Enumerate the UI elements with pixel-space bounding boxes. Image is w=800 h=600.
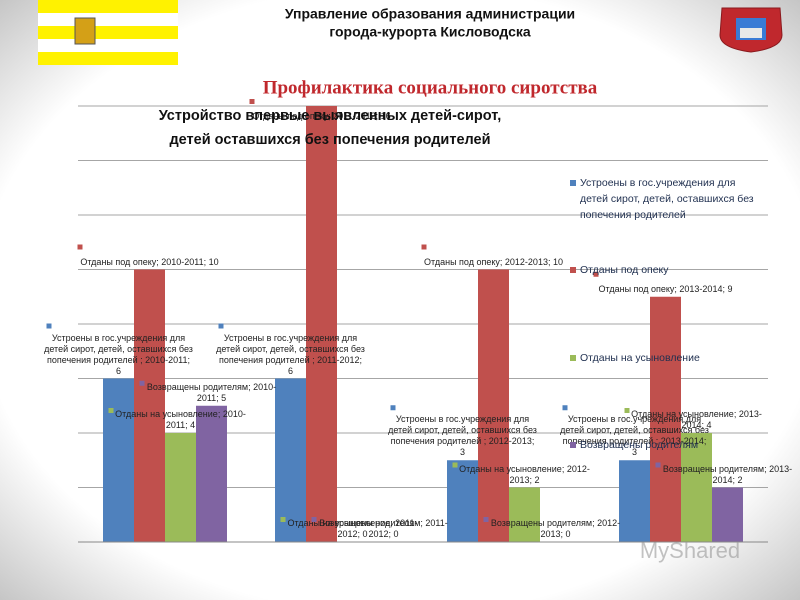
- legend-entry: Отданы на усыновление: [580, 352, 700, 364]
- data-label: Устроены в гос.учреждения для детей сиро…: [388, 414, 537, 458]
- data-label-box: Устроены в гос.учреждения для детей сиро…: [560, 414, 709, 458]
- data-label: Возвращены родителям; 2012-2013; 0: [490, 518, 621, 539]
- data-label: Устроены в гос.учреждения для детей сиро…: [216, 332, 365, 376]
- plot-area: Устроены в гос.учреждения для детей сиро…: [44, 99, 793, 543]
- legend-entry: Устроены в гос.учреждения для детей сиро…: [580, 177, 754, 221]
- label-key: [421, 244, 427, 250]
- data-label: Устроены в гос.учреждения для детей сиро…: [560, 414, 709, 458]
- label-key: [249, 99, 255, 104]
- legend-entry-box: Отданы под опеку: [580, 264, 669, 276]
- data-label: Отданы на усыновление; 2013-2014; 4: [631, 409, 762, 430]
- data-label-box: Возвращены родителям; 2012-2013; 0: [490, 518, 621, 539]
- label-key: [483, 517, 489, 522]
- label-key: [108, 408, 114, 413]
- data-label: Отданы под опеку; 2010-2011; 10: [80, 256, 219, 267]
- data-label-box: Возвращены родителям; 2011-2012; 0: [319, 518, 448, 539]
- bar: [650, 296, 681, 542]
- legend-key: [570, 180, 576, 186]
- label-key: [593, 271, 599, 277]
- data-label: Возвращены родителям; 2010-2011; 5: [146, 381, 277, 403]
- data-label: Отданы на усыновление; 2010-2011; 4: [115, 409, 246, 430]
- label-key: [562, 405, 568, 411]
- legend-key: [570, 442, 576, 448]
- chart-title: Устройство впервые выявленных детей-сиро…: [158, 108, 502, 148]
- chart-title-box: Устройство впервые выявленных детей-сиро…: [158, 108, 502, 148]
- data-label-box: Устроены в гос.учреждения для детей сиро…: [216, 332, 365, 376]
- data-label-box: Устроены в гос.учреждения для детей сиро…: [44, 332, 193, 376]
- bar: [134, 269, 165, 542]
- data-label: Отданы под опеку; 2011-2012; 16: [252, 111, 391, 121]
- flag: [38, 0, 178, 65]
- data-label: Отданы на усыновление; 2012-2013; 2: [459, 463, 590, 485]
- legend-entry-box: Отданы на усыновление: [580, 352, 700, 364]
- data-label-box: Отданы на усыновление; 2011-2012; 0: [287, 518, 418, 539]
- legend-entry-box: Устроены в гос.учреждения для детей сиро…: [580, 177, 754, 221]
- coat-of-arms: [719, 7, 783, 53]
- bar: [447, 460, 478, 542]
- legend-key: [570, 267, 576, 273]
- legend-key: [570, 355, 576, 361]
- data-label-box: Возвращены родителям; 2010-2011; 5: [146, 381, 277, 403]
- header-line: Управление образования администрации: [285, 6, 575, 22]
- legend-entry: Отданы под опеку: [580, 264, 669, 276]
- data-label-box: Отданы под опеку; 2010-2011; 10: [80, 256, 219, 267]
- data-label-box: Отданы на усыновление; 2012-2013; 2: [459, 463, 590, 485]
- bar: [103, 378, 134, 542]
- label-key: [624, 408, 630, 413]
- label-key: [655, 462, 661, 468]
- label-key: [390, 405, 396, 411]
- bar: [681, 433, 712, 542]
- data-label-box: Отданы на усыновление; 2013-2014; 4: [631, 409, 762, 430]
- label-key: [452, 462, 458, 468]
- data-label: Отданы под опеку; 2013-2014; 9: [598, 283, 733, 294]
- bar: [196, 405, 227, 542]
- bar: [275, 378, 306, 542]
- data-label-box: Возвращены родителям; 2013-2014; 2: [662, 463, 793, 485]
- data-label-box: Отданы под опеку; 2012-2013; 10: [424, 256, 563, 267]
- data-label: Возвращены родителям; 2011-2012; 0: [319, 518, 448, 539]
- label-key: [46, 323, 52, 329]
- data-label: Отданы под опеку; 2012-2013; 10: [424, 256, 563, 267]
- bar: [619, 460, 650, 542]
- label-key: [77, 244, 83, 250]
- bar: [509, 487, 540, 542]
- data-label: Устроены в гос.учреждения для детей сиро…: [44, 332, 193, 376]
- label-key: [311, 517, 317, 522]
- data-label-box: Отданы на усыновление; 2010-2011; 4: [115, 409, 246, 430]
- bar: [712, 487, 743, 542]
- data-label: Отданы на усыновление; 2011-2012; 0: [287, 518, 418, 539]
- data-label-box: Отданы под опеку; 2013-2014; 9: [598, 283, 733, 294]
- legend-entry-box: Возвращены родителям: [580, 439, 699, 451]
- label-key: [218, 323, 224, 329]
- page-title: Профилактика социального сиротства: [263, 77, 598, 98]
- header-line: города-курорта Кисловодска: [329, 24, 531, 40]
- bar: [306, 106, 337, 542]
- bar: [478, 269, 509, 542]
- bar: [165, 433, 196, 542]
- label-key: [139, 380, 145, 386]
- data-label: Возвращены родителям; 2013-2014; 2: [662, 463, 793, 485]
- watermark: MyShared: [640, 538, 740, 563]
- label-key: [280, 517, 286, 522]
- data-label-box: Отданы под опеку; 2011-2012; 16: [252, 111, 391, 121]
- legend-entry: Возвращены родителям: [580, 439, 699, 451]
- data-label-box: Устроены в гос.учреждения для детей сиро…: [388, 414, 537, 458]
